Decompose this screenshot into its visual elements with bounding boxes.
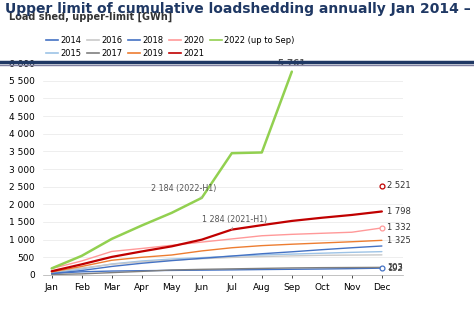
Legend: 2015, 2017, 2019, 2021: 2015, 2017, 2019, 2021 <box>43 46 208 61</box>
Text: 1 325: 1 325 <box>387 236 411 245</box>
Text: 203: 203 <box>387 263 403 272</box>
Text: 2 521: 2 521 <box>387 181 411 191</box>
Text: 1 332: 1 332 <box>387 223 411 233</box>
Text: Load shed, upper-limit [GWh]: Load shed, upper-limit [GWh] <box>9 12 173 22</box>
Text: Upper limit of cumulative loadshedding annually Jan 2014 – Sep 2022: Upper limit of cumulative loadshedding a… <box>5 2 474 15</box>
Text: 192: 192 <box>387 264 403 273</box>
Text: 5 761: 5 761 <box>278 59 306 69</box>
Text: 2 184 (2022-H1): 2 184 (2022-H1) <box>151 184 216 198</box>
Text: 1 798: 1 798 <box>387 207 411 216</box>
Text: 1 284 (2021-H1): 1 284 (2021-H1) <box>202 216 267 230</box>
